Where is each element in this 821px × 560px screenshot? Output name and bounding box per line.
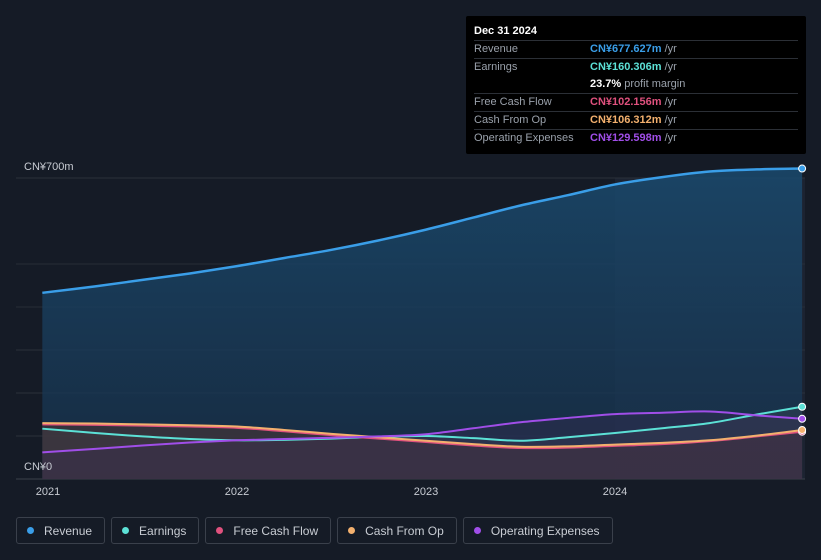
chart-canvas: CN¥700m CN¥0 2021 2022 2023 2024 bbox=[16, 161, 807, 498]
x-tick-label: 2023 bbox=[414, 486, 438, 498]
operating-expenses-line bbox=[42, 410, 803, 454]
free-cash-flow-area bbox=[42, 424, 803, 479]
legend-label: Revenue bbox=[44, 523, 93, 538]
tooltip-date: Dec 31 2024 bbox=[474, 25, 537, 37]
free-cash-flow-line bbox=[42, 423, 803, 450]
x-tick-label: 2024 bbox=[603, 486, 627, 498]
earnings-line bbox=[42, 405, 803, 442]
tooltip-row-revenue: Revenue CN¥677.627m /yr bbox=[474, 40, 798, 58]
tooltip-value: CN¥677.627m bbox=[590, 43, 662, 55]
tooltip-row-profit-margin: 23.7% profit margin bbox=[474, 76, 798, 93]
tooltip-label: Earnings bbox=[474, 61, 518, 73]
tooltip-value: CN¥129.598m bbox=[590, 132, 662, 144]
tooltip-row-cash-from-op: Cash From Op CN¥106.312m /yr bbox=[474, 111, 798, 129]
legend-label: Earnings bbox=[139, 523, 187, 538]
earnings-end-point bbox=[798, 402, 807, 411]
tooltip-label: Cash From Op bbox=[474, 114, 547, 126]
revenue-line bbox=[42, 167, 803, 295]
tooltip-value: CN¥160.306m bbox=[590, 61, 662, 73]
revenue-end-point bbox=[798, 164, 807, 173]
data-tooltip: Dec 31 2024 Revenue CN¥677.627m /yr Earn… bbox=[466, 16, 806, 154]
tooltip-value: CN¥106.312m bbox=[590, 114, 662, 126]
tooltip-label: Free Cash Flow bbox=[474, 96, 552, 108]
legend-label: Free Cash Flow bbox=[233, 523, 319, 538]
tooltip-label: Revenue bbox=[474, 43, 519, 55]
legend-dot-icon bbox=[216, 527, 224, 534]
tooltip-unit: /yr bbox=[664, 43, 677, 55]
legend-item-revenue[interactable]: Revenue bbox=[16, 517, 106, 544]
tooltip-unit: /yr bbox=[664, 61, 677, 73]
legend-dot-icon bbox=[348, 527, 356, 534]
tooltip-unit: /yr bbox=[664, 132, 677, 144]
legend-item-cash-from-op[interactable]: Cash From Op bbox=[337, 517, 457, 544]
x-tick-label: 2021 bbox=[36, 486, 60, 498]
legend-label: Operating Expenses bbox=[490, 523, 600, 538]
profit-margin-label: profit margin bbox=[624, 78, 686, 90]
legend-dot-icon bbox=[27, 527, 34, 534]
tooltip-unit: /yr bbox=[664, 96, 677, 108]
earnings-area bbox=[42, 406, 803, 479]
legend-item-operating-expenses[interactable]: Operating Expenses bbox=[462, 517, 613, 544]
profit-margin-value: 23.7% bbox=[590, 78, 622, 90]
tooltip-value: CN¥102.156m bbox=[590, 96, 662, 108]
tooltip-unit: /yr bbox=[664, 114, 677, 126]
legend-item-earnings[interactable]: Earnings bbox=[111, 517, 200, 544]
chart-legend: Revenue Earnings Free Cash Flow Cash Fro… bbox=[16, 517, 613, 544]
legend-dot-icon bbox=[473, 527, 481, 534]
legend-label: Cash From Op bbox=[365, 523, 444, 538]
tooltip-row-earnings: Earnings CN¥160.306m /yr bbox=[474, 58, 798, 76]
operating-expenses-area bbox=[42, 411, 803, 479]
legend-item-free-cash-flow[interactable]: Free Cash Flow bbox=[205, 517, 332, 544]
cash-from-op-area bbox=[42, 423, 803, 479]
x-tick-label: 2022 bbox=[225, 486, 249, 498]
tooltip-row-operating-expenses: Operating Expenses CN¥129.598m /yr bbox=[474, 129, 798, 147]
cash-from-op-line bbox=[42, 422, 803, 448]
y-tick-label-bottom: CN¥0 bbox=[24, 461, 52, 473]
revenue-area bbox=[42, 168, 803, 480]
y-tick-label-top: CN¥700m bbox=[24, 161, 74, 173]
legend-dot-icon bbox=[122, 527, 130, 534]
tooltip-row-free-cash-flow: Free Cash Flow CN¥102.156m /yr bbox=[474, 93, 798, 111]
cash-from-op-end-point bbox=[798, 425, 807, 434]
operating-expenses-end-point bbox=[798, 414, 807, 423]
tooltip-label: Operating Expenses bbox=[474, 132, 574, 144]
